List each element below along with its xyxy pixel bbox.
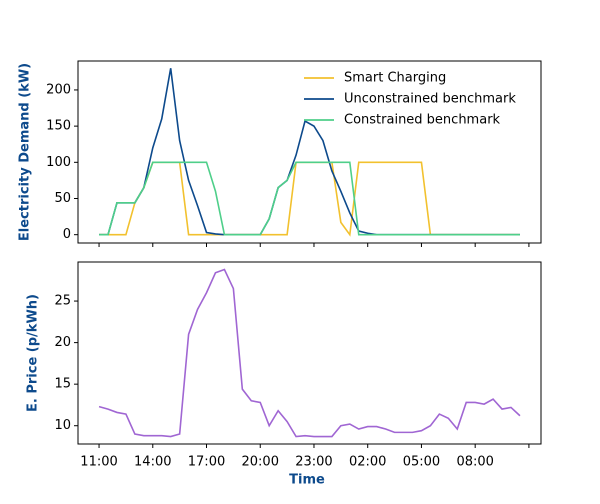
x-tick-label: 17:00 bbox=[188, 455, 225, 470]
legend-label: Smart Charging bbox=[344, 71, 446, 86]
x-tick-label: 14:00 bbox=[134, 455, 171, 470]
y-tick-label: 150 bbox=[46, 119, 71, 134]
y-tick-label: 10 bbox=[54, 418, 71, 433]
y-tick-label: 15 bbox=[54, 377, 71, 392]
y-tick-label: 20 bbox=[54, 335, 71, 350]
y-tick-label: 100 bbox=[46, 155, 71, 170]
x-tick-label: 23:00 bbox=[295, 455, 332, 470]
y-axis-label: Electricity Demand (kW) bbox=[18, 63, 33, 241]
y-tick-label: 200 bbox=[46, 82, 71, 97]
x-tick-label: 02:00 bbox=[349, 455, 386, 470]
y-tick-label: 0 bbox=[63, 227, 71, 242]
data-line bbox=[99, 161, 520, 237]
legend-label: Unconstrained benchmark bbox=[344, 92, 516, 107]
x-axis-label: Time bbox=[289, 473, 325, 488]
y-tick-label: 50 bbox=[54, 191, 71, 206]
data-line bbox=[98, 268, 521, 438]
y-tick-label: 25 bbox=[54, 294, 71, 309]
x-tick-label: 08:00 bbox=[456, 455, 493, 470]
data-line bbox=[99, 161, 520, 236]
x-tick-label: 05:00 bbox=[403, 455, 440, 470]
legend-label: Constrained benchmark bbox=[344, 113, 501, 128]
x-tick-label: 11:00 bbox=[80, 455, 117, 470]
plot-frame bbox=[77, 261, 542, 445]
y-axis-label: E. Price (p/kWh) bbox=[26, 294, 41, 412]
x-tick-label: 20:00 bbox=[242, 455, 279, 470]
plot-frame bbox=[77, 60, 542, 244]
